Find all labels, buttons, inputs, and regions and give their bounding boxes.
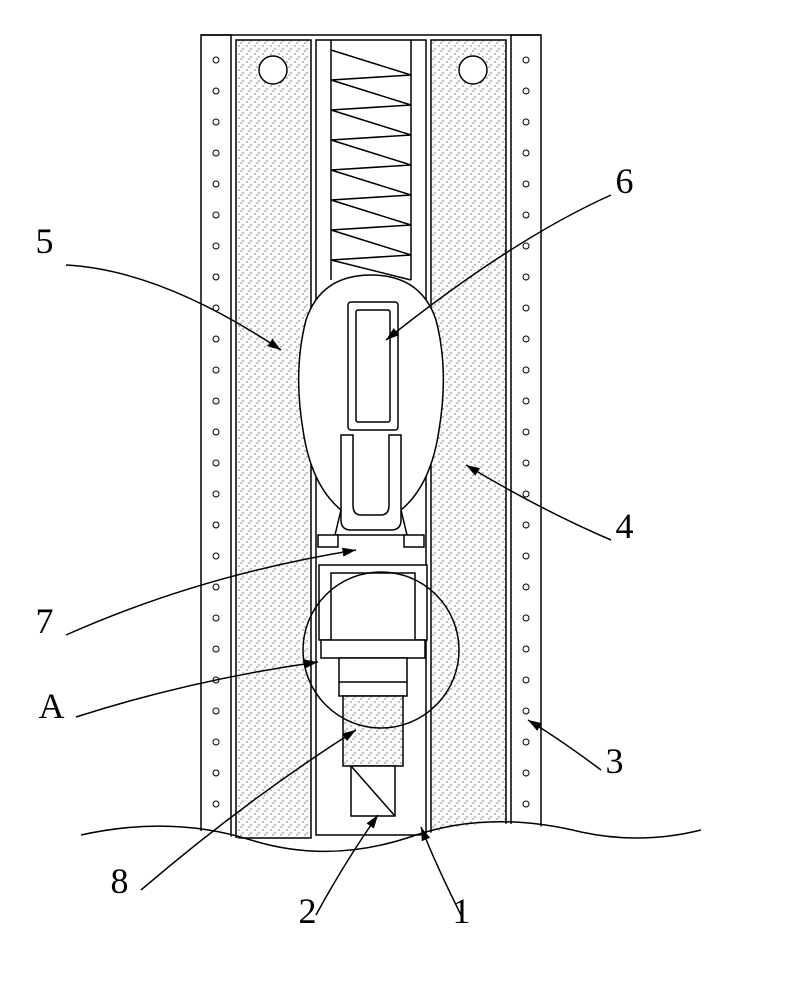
label-8: 8 bbox=[111, 860, 129, 902]
label-1: 1 bbox=[453, 890, 471, 932]
label-A: A bbox=[39, 685, 65, 727]
top-hole-left bbox=[259, 56, 287, 84]
diagram-svg bbox=[21, 20, 791, 980]
label-4: 4 bbox=[616, 505, 634, 547]
right-stipple-band bbox=[431, 40, 506, 838]
label-2: 2 bbox=[299, 890, 317, 932]
pull-tab bbox=[348, 302, 398, 430]
top-hole-right bbox=[459, 56, 487, 84]
label-7: 7 bbox=[36, 600, 54, 642]
label-6: 6 bbox=[616, 160, 634, 202]
label-3: 3 bbox=[606, 740, 624, 782]
label-5: 5 bbox=[36, 220, 54, 262]
zipper-diagram: 5 6 7 4 A 3 8 2 1 bbox=[21, 20, 791, 980]
left-stipple-band bbox=[236, 40, 311, 838]
